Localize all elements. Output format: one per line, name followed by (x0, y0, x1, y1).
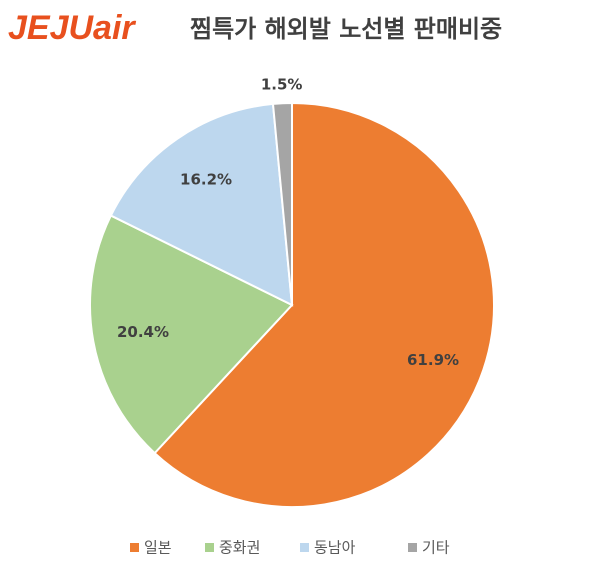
data-label: 20.4% (117, 323, 169, 341)
legend-label: 일본 (144, 539, 172, 557)
legend-label: 기타 (422, 539, 450, 557)
data-label: 61.9% (407, 351, 459, 369)
legend-marker (205, 543, 214, 552)
chart-title: 찜특가 해외발 노선별 판매비중 (190, 15, 502, 43)
pie-slice (153, 101, 495, 508)
pie-slice (109, 102, 294, 307)
logo: JEJUair (8, 9, 136, 47)
legend-label: 중화권 (219, 539, 260, 557)
pie-slice (271, 101, 293, 306)
legend-marker (408, 543, 417, 552)
data-label: 1.5% (261, 76, 303, 94)
legend-marker (130, 543, 139, 552)
data-label: 16.2% (180, 171, 232, 189)
legend-marker (300, 543, 309, 552)
pie-slice (89, 214, 294, 455)
legend-label: 동남아 (314, 539, 356, 557)
